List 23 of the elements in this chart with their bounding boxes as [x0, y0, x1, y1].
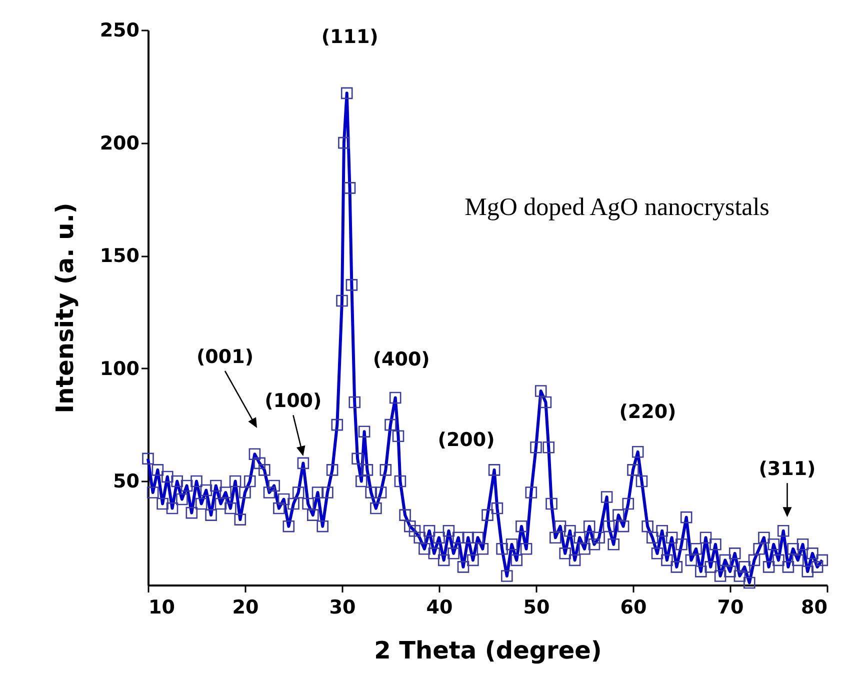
- annotation: (200): [438, 428, 495, 451]
- y-tick-label: 200: [100, 132, 140, 154]
- y-tick-label: 50: [113, 470, 140, 493]
- y-tick-label: 250: [100, 20, 140, 42]
- y-axis-title: Intensity (a. u.): [50, 202, 79, 414]
- annotation: (111): [321, 26, 378, 48]
- annotation: (100): [264, 390, 322, 412]
- x-axis-title: 2 Theta (degree): [374, 636, 602, 664]
- annotation: (001): [196, 346, 254, 368]
- x-tick-label: 40: [426, 596, 453, 618]
- x-tick-label: 30: [329, 596, 356, 618]
- annotation: (311): [758, 458, 816, 480]
- x-tick-label: 10: [148, 596, 175, 618]
- annotation: (220): [619, 400, 676, 423]
- x-tick-label: 80: [801, 596, 828, 618]
- annotation: MgO doped AgO nanocrystals: [464, 194, 770, 221]
- y-tick-label: 150: [100, 245, 140, 268]
- x-tick-label: 50: [523, 596, 550, 618]
- x-tick-label: 60: [620, 596, 647, 618]
- annotation: (400): [372, 348, 430, 371]
- x-tick-label: 70: [717, 596, 744, 618]
- y-tick-label: 100: [100, 358, 140, 380]
- x-tick-label: 20: [232, 596, 259, 618]
